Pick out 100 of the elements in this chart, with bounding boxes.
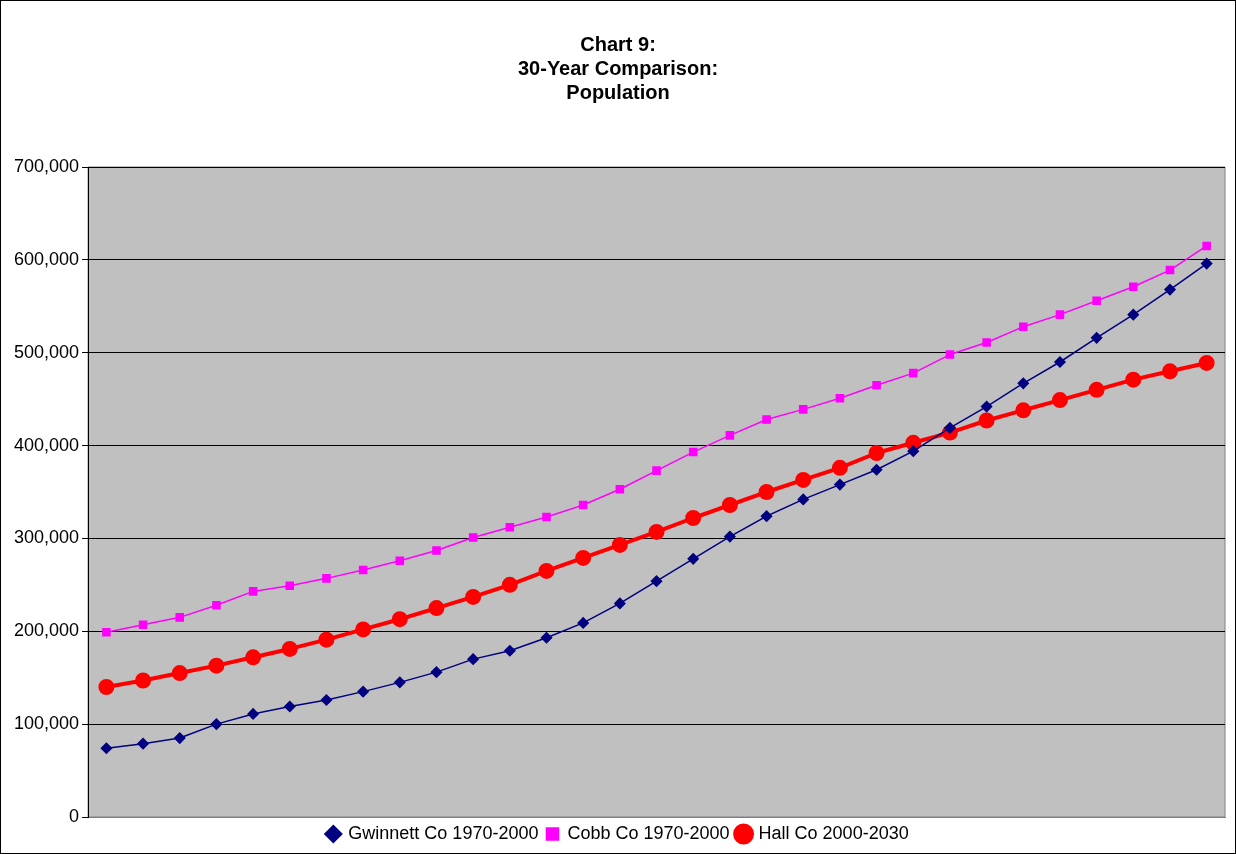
point — [870, 463, 883, 476]
point — [614, 597, 626, 610]
y-tick-label: 0 — [69, 805, 80, 826]
point — [247, 708, 259, 720]
point — [504, 645, 516, 657]
legend-label: Hall Co 2000-2030 — [758, 822, 909, 843]
point — [872, 380, 881, 390]
point — [795, 471, 812, 488]
point — [391, 611, 408, 628]
legend-label: Cobb Co 1970-2000 — [567, 822, 730, 843]
point — [835, 393, 845, 403]
legend-label: Gwinnett Co 1970-2000 — [348, 822, 539, 843]
point — [1092, 296, 1101, 305]
point — [1019, 322, 1028, 331]
point — [615, 484, 625, 494]
y-tick-label: 200,000 — [13, 620, 80, 641]
point — [212, 601, 221, 610]
point — [687, 553, 699, 565]
point — [501, 576, 518, 593]
point — [538, 562, 555, 579]
point — [1164, 283, 1176, 296]
point — [284, 700, 296, 713]
chart-title: Chart 9: 30-Year Comparison: Population — [517, 32, 719, 103]
point — [721, 497, 738, 513]
point — [1129, 282, 1138, 292]
point — [1165, 265, 1175, 275]
point — [868, 445, 885, 461]
point — [1200, 257, 1213, 270]
y-tick-label: 100,000 — [13, 713, 80, 734]
point — [834, 478, 846, 491]
point — [467, 653, 479, 665]
point — [468, 533, 478, 542]
point — [725, 431, 735, 440]
point — [577, 617, 589, 629]
point — [135, 672, 152, 689]
point — [285, 581, 295, 591]
y-tick-label: 700,000 — [13, 155, 80, 176]
point — [322, 574, 331, 583]
point — [982, 338, 991, 347]
point — [831, 459, 848, 476]
point — [320, 694, 333, 706]
point — [611, 536, 628, 553]
point — [1125, 371, 1142, 388]
point — [648, 523, 665, 540]
point — [171, 665, 188, 682]
point — [1051, 392, 1068, 409]
point — [174, 732, 186, 744]
point — [907, 445, 920, 457]
point — [208, 657, 225, 674]
point — [908, 368, 918, 378]
point — [724, 530, 736, 543]
point — [1088, 381, 1105, 398]
y-tick-label: 600,000 — [13, 248, 80, 269]
point — [758, 484, 775, 500]
point — [1198, 354, 1215, 371]
point — [248, 587, 258, 596]
point — [357, 685, 369, 698]
point — [760, 510, 773, 522]
point — [1161, 363, 1178, 380]
point — [652, 466, 661, 475]
point — [428, 600, 445, 617]
point — [430, 666, 443, 678]
point — [98, 679, 115, 695]
point — [394, 676, 406, 689]
point — [1015, 402, 1032, 419]
point — [395, 556, 405, 565]
point — [798, 405, 808, 414]
point — [465, 588, 482, 605]
point — [650, 575, 663, 587]
point — [980, 400, 993, 413]
point — [432, 546, 441, 555]
point — [1090, 332, 1103, 344]
point — [1017, 377, 1030, 390]
y-tick-label: 400,000 — [13, 434, 80, 455]
point — [1127, 308, 1140, 321]
point — [505, 523, 515, 532]
point — [100, 742, 113, 755]
point — [281, 640, 298, 657]
point — [1055, 310, 1065, 319]
point — [762, 415, 771, 424]
point — [578, 500, 588, 510]
point — [358, 565, 368, 575]
point — [138, 620, 148, 630]
y-tick-label: 300,000 — [13, 527, 80, 548]
y-tick-label: 500,000 — [13, 341, 80, 362]
point — [210, 718, 223, 730]
point — [945, 350, 955, 359]
point — [575, 549, 592, 566]
point — [1054, 356, 1066, 368]
point — [540, 632, 553, 644]
point — [175, 613, 185, 622]
point — [318, 631, 335, 648]
point — [797, 493, 809, 506]
point — [685, 510, 702, 526]
point — [688, 447, 698, 457]
point — [1202, 241, 1211, 251]
point — [355, 621, 372, 638]
point — [542, 512, 551, 522]
point — [978, 412, 995, 429]
point — [102, 627, 111, 637]
